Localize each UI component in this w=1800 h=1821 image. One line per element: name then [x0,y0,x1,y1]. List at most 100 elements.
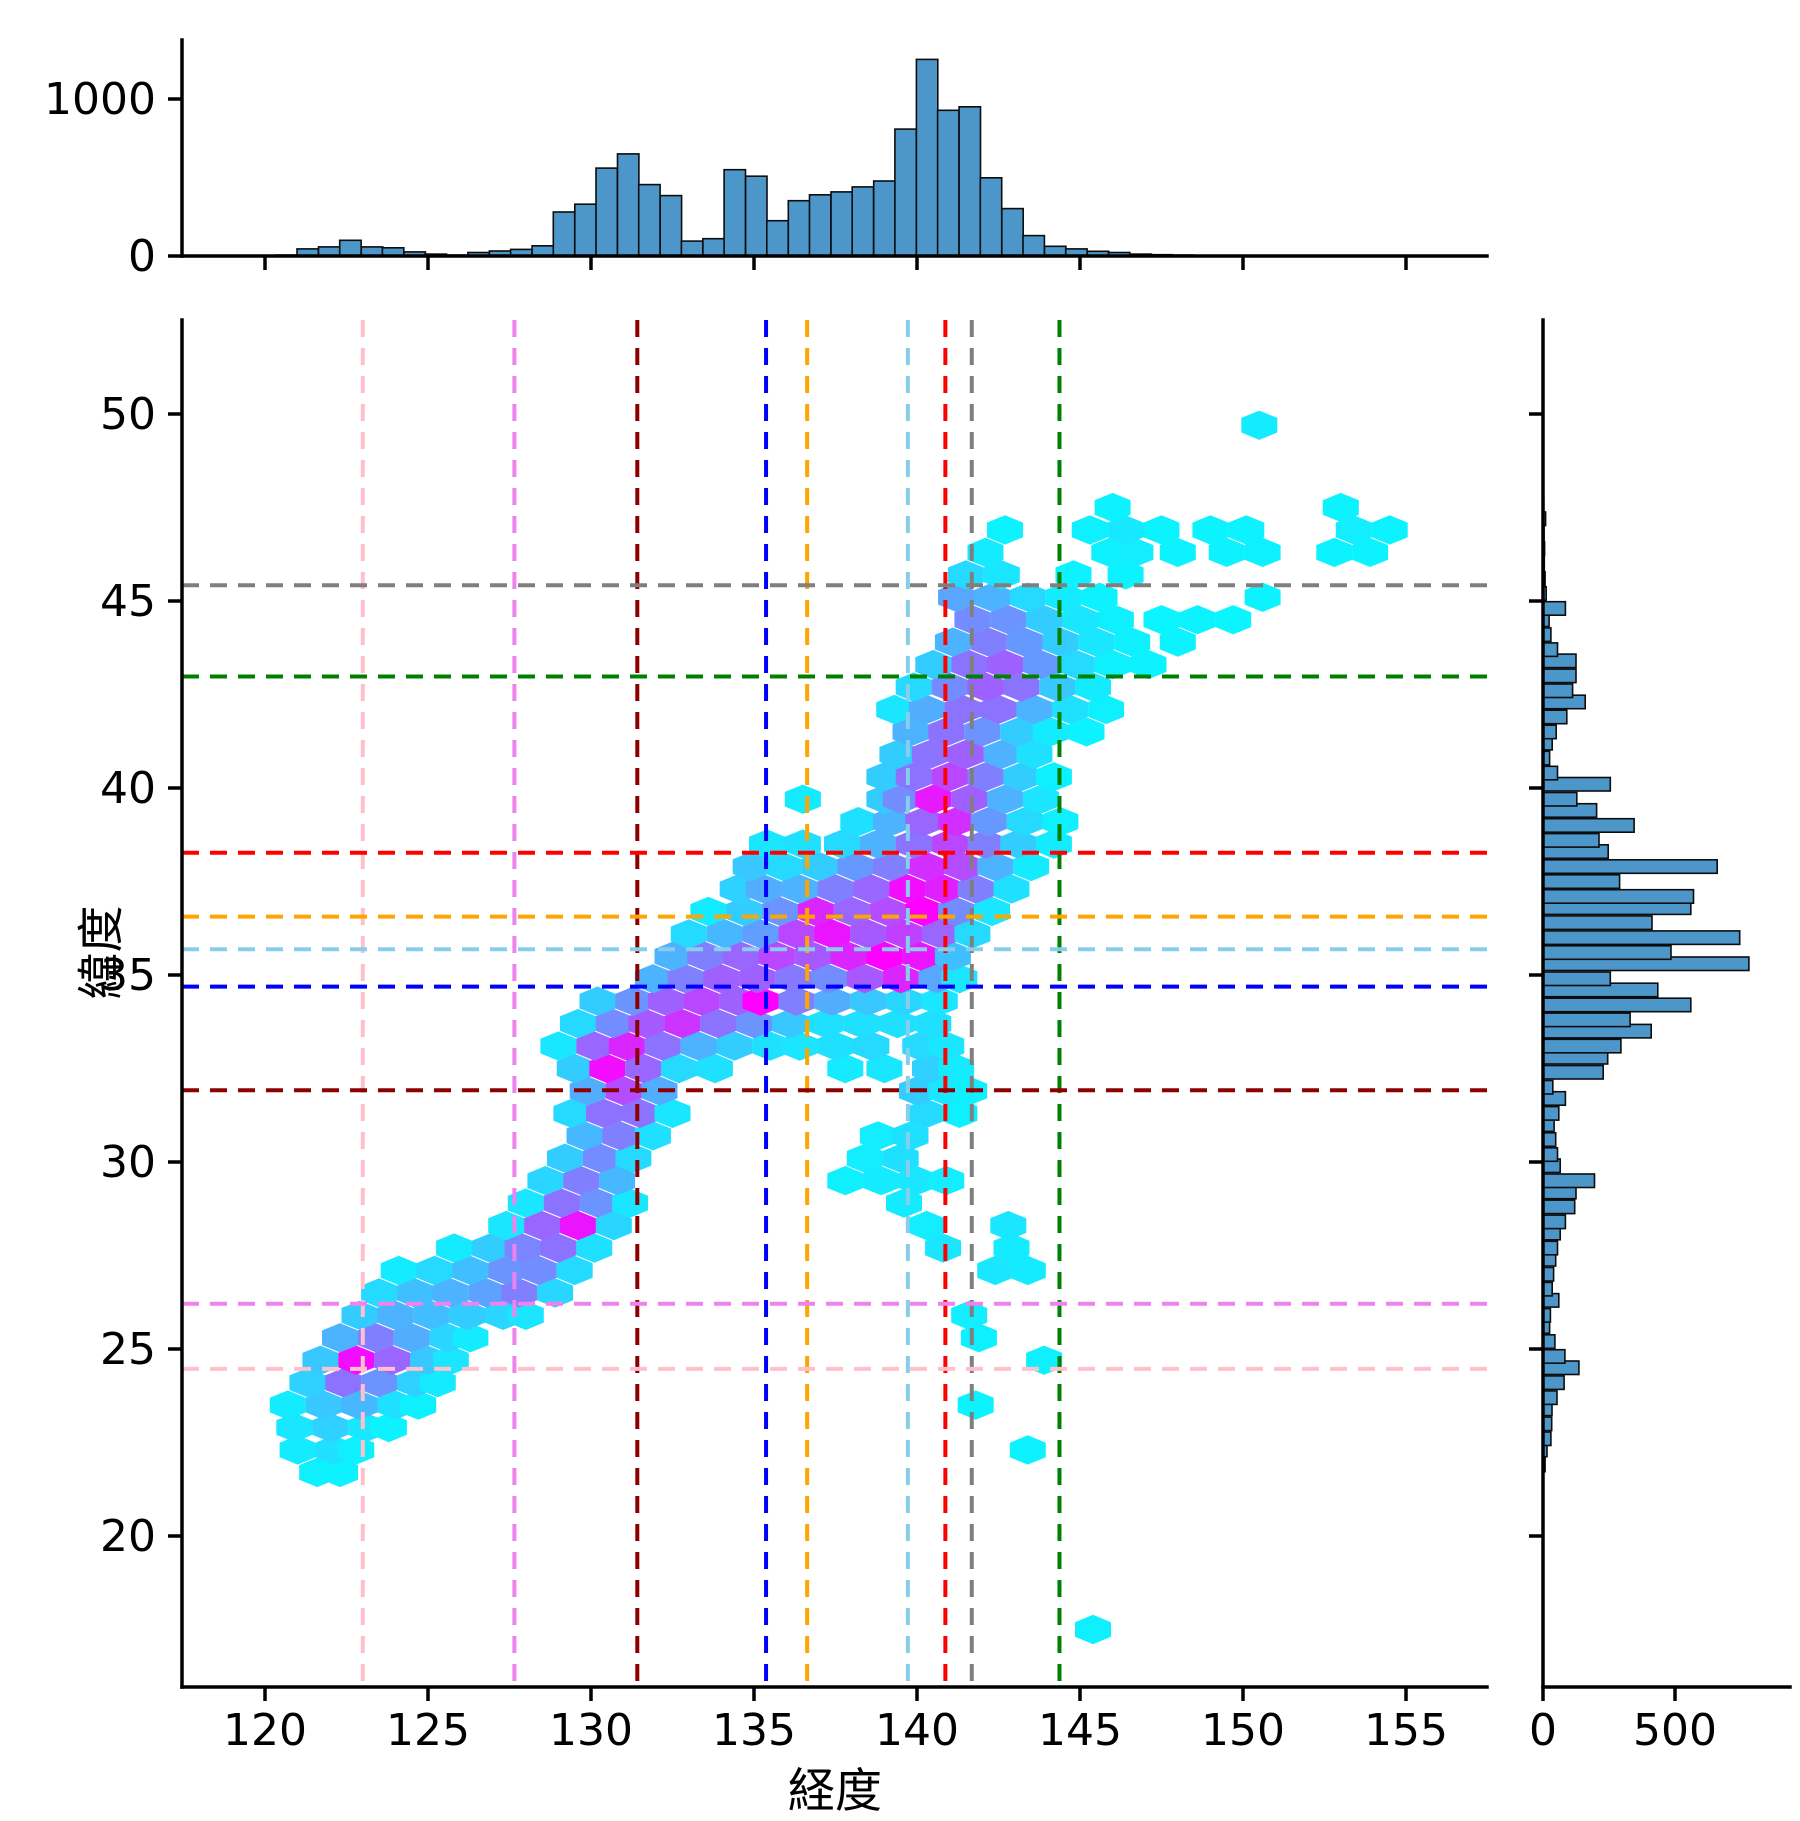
x-axis-label: 経度 [788,1764,882,1819]
hexbin-cell [664,1009,701,1039]
hexbin-cell [599,1166,636,1196]
hexbin-cell [1075,672,1111,702]
right-histogram-bar [1542,1038,1622,1054]
hexbin-cell [576,1031,613,1061]
hexbin-cell [951,784,988,814]
hexbin-cell [1068,717,1105,747]
hexbin-cell [1022,649,1059,680]
hexbin-cell [954,605,991,635]
right-histogram-bar [1542,930,1741,946]
hexbin-cell [1088,694,1125,725]
right-histogram-bar [1542,944,1672,961]
hexbin-cell [970,807,1007,837]
hexbin-cell [1058,649,1095,680]
hexbin-cell [312,1412,349,1443]
hexbin-cell [579,986,616,1016]
top-histogram-bar [830,191,854,257]
hexbin-cell [706,919,743,949]
hexbin-cell [690,896,727,927]
hexbin-cell [726,896,763,927]
tick-label: 130 [549,1705,633,1756]
hexbin-cell [850,986,887,1016]
right-histogram-bar [1542,1064,1605,1080]
tick-label: 1000 [44,74,156,125]
reference-lines [182,320,1487,1687]
right-histogram-bar [1542,1334,1556,1350]
hexbin-cell [716,1031,753,1061]
hexbin-cell [322,1457,358,1488]
top-histogram-bar [723,168,747,257]
y-axis-label: 緯度 [74,905,130,1000]
hexbin-cell [1107,560,1144,590]
hexbin-cell [621,1098,658,1128]
right-histogram-bar [1542,1214,1567,1230]
hexbin-cell [436,1233,473,1263]
hexbin-cell [915,1009,952,1039]
hexbin-cell [925,874,962,904]
hexbin-cell [801,851,838,882]
hexbin-cell [357,1323,394,1353]
right-histogram-bar [1542,858,1718,875]
top-histogram-bar [979,177,1003,257]
hexbin-cell [670,919,707,949]
hexbin-cell [305,1390,342,1420]
hexbin-cell [951,649,988,680]
tick-label: 0 [1529,1705,1557,1756]
hexbin-cell [987,515,1023,545]
hexbin-cell [269,1390,306,1420]
hexbin-cell [397,1278,433,1308]
hexbin-cell [895,762,932,792]
hexbin-cell [957,1390,994,1420]
hexbin-cell [696,1053,733,1084]
hexbin-cell [983,560,1020,590]
hexbin-cell [921,919,958,949]
right-histogram-bar [1542,791,1578,807]
hexbin-cell [1107,515,1144,545]
hexbin-cell [501,1278,538,1308]
hexbin-cell [683,986,720,1016]
top-histogram-bar [851,186,875,257]
hexbin-cell [853,1031,890,1061]
hexbin-cell [289,1368,326,1398]
hexbin-cell [527,1166,564,1196]
hexbin-cell [977,851,1014,882]
hexbin-cell [977,1255,1014,1286]
hexbin-cell [1241,410,1278,440]
hexbin-cell [595,1210,632,1241]
hexbin-cell [941,1098,978,1128]
hexbin-cell [925,1233,962,1263]
right-histogram-bar [1542,683,1574,699]
top-histogram-bar [637,183,661,257]
right-histogram-bar [1542,1132,1557,1148]
hexbin-cell [967,762,1004,792]
right-histogram-bar [1542,600,1567,617]
hexbin-cell [1071,515,1108,545]
tick-label: 30 [100,1137,156,1188]
hexbin-cell [837,851,874,882]
hexbin-cell [615,1143,652,1173]
tick-label: 20 [100,1511,156,1562]
hexbin-cell [563,1166,600,1196]
right-histogram-bar [1542,1173,1596,1189]
tick-label: 40 [100,763,156,814]
hexbin-cell [983,739,1020,769]
hexbin-cell [931,672,968,702]
hexbin-cell [556,1255,593,1286]
hexbin-cell [377,1300,414,1330]
hexbin-cell [560,1210,596,1241]
hexbin-cell [967,672,1004,702]
hexbin-cell [449,1300,486,1330]
tick-label: 125 [386,1705,470,1756]
hexbin-cell [850,919,887,949]
hexbin-cell [843,1009,880,1039]
hexbin-cell [452,1323,489,1353]
hexbin-cell [1352,537,1389,567]
hexbin-cell [579,1188,616,1218]
right-histogram-bar [1542,709,1568,725]
right-histogram-bar [1542,1375,1565,1391]
hexbin-cell [540,1233,577,1263]
hexbin-cell [341,1300,378,1330]
top-histogram-bar [872,180,896,257]
right-histogram-bar [1542,997,1692,1013]
